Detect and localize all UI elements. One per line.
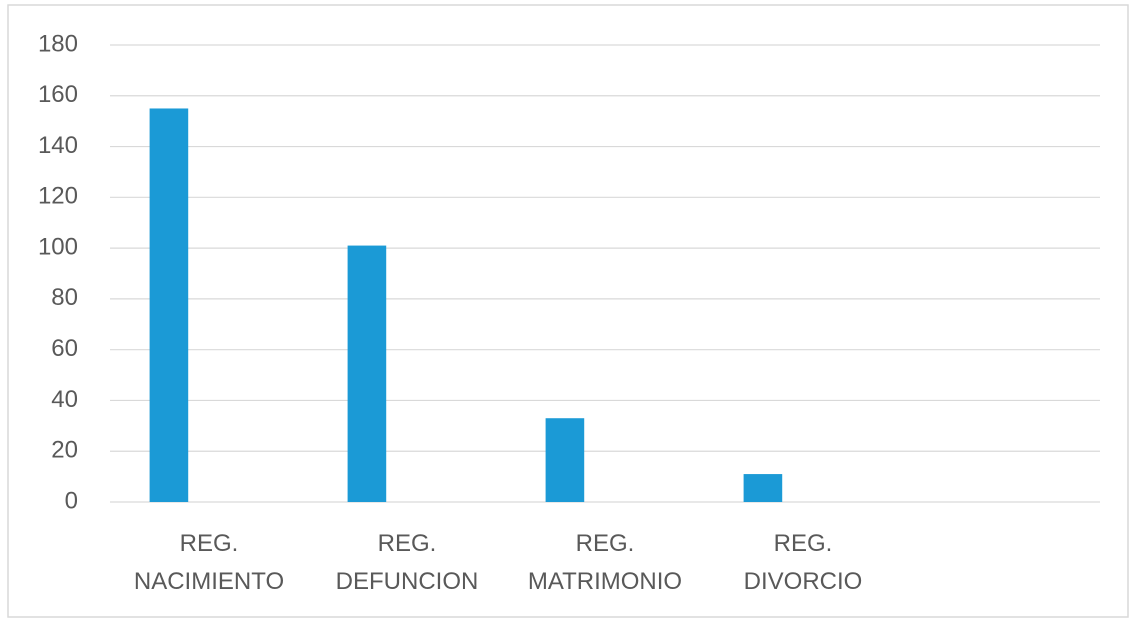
bar (545, 418, 585, 502)
y-tick-label: 160 (38, 81, 78, 108)
y-tick-label: 0 (65, 487, 78, 514)
x-tick-label: REG. DEFUNCION (336, 530, 479, 595)
x-tick-label: REG. DIVORCIO (744, 530, 863, 595)
bar (347, 245, 387, 503)
y-tick-label: 80 (51, 284, 78, 311)
y-tick-label: 140 (38, 132, 78, 159)
y-tick-label: 180 (38, 30, 78, 57)
y-tick-label: 40 (51, 386, 78, 413)
bar (743, 474, 783, 502)
y-tick-label: 120 (38, 183, 78, 210)
x-tick-label: REG. NACIMIENTO (134, 530, 284, 595)
chart-frame (7, 4, 1129, 618)
x-tick-label: REG. MATRIMONIO (528, 530, 682, 595)
bar (149, 108, 189, 502)
y-tick-label: 60 (51, 335, 78, 362)
y-tick-label: 100 (38, 233, 78, 260)
y-tick-label: 20 (51, 437, 78, 464)
